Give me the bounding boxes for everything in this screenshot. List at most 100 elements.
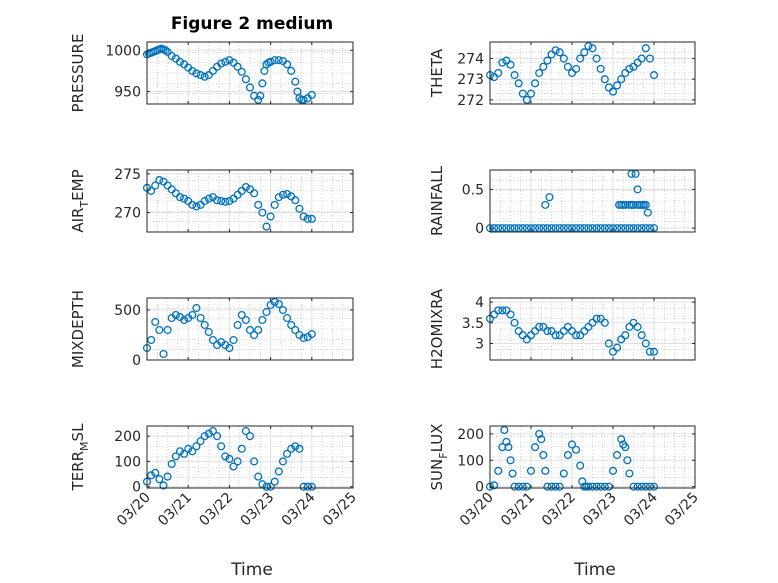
data-point xyxy=(270,297,279,307)
data-point xyxy=(545,193,554,202)
data-point xyxy=(188,66,197,75)
data-point xyxy=(641,339,650,348)
data-point xyxy=(245,325,255,335)
data-point xyxy=(278,190,288,199)
data-point xyxy=(543,482,552,491)
data-point xyxy=(551,46,560,55)
data-point xyxy=(629,200,638,209)
data-point xyxy=(604,339,613,348)
data-point xyxy=(567,68,577,78)
data-point xyxy=(508,469,517,478)
data-point xyxy=(522,335,531,344)
data-point xyxy=(299,212,308,221)
data-point xyxy=(551,331,560,340)
data-point xyxy=(237,310,246,320)
data-point xyxy=(278,457,288,466)
data-point xyxy=(563,450,572,460)
data-point xyxy=(541,466,550,475)
data-point xyxy=(250,457,259,466)
data-point xyxy=(163,325,172,335)
data-point xyxy=(623,456,632,465)
data-point xyxy=(188,447,197,456)
data-point xyxy=(588,44,597,53)
data-point xyxy=(217,196,226,206)
data-point xyxy=(147,186,156,195)
data-point xyxy=(274,299,283,309)
data-point xyxy=(494,306,503,315)
data-point xyxy=(502,56,511,65)
data-point xyxy=(237,186,246,195)
data-point xyxy=(270,56,279,65)
data-point xyxy=(299,482,308,491)
data-point xyxy=(188,200,197,209)
data-point xyxy=(645,54,654,63)
y-tick-label: 0.5 xyxy=(462,182,484,198)
data-point xyxy=(254,200,263,209)
data-point xyxy=(233,457,242,466)
x-tick-label: 03/22 xyxy=(196,490,236,530)
data-point xyxy=(229,58,238,67)
data-point xyxy=(254,472,263,481)
data-point xyxy=(241,315,250,325)
data-point xyxy=(578,477,587,486)
data-point xyxy=(649,71,659,80)
y-axis-label: SUNFLUX xyxy=(428,424,450,491)
data-point xyxy=(490,481,499,490)
data-point xyxy=(621,331,630,340)
data-point xyxy=(295,204,304,213)
data-point xyxy=(584,322,593,331)
axes-box xyxy=(489,169,696,233)
y-axis-label: AIRTEMP xyxy=(69,169,91,232)
data-point xyxy=(287,320,296,330)
data-point xyxy=(637,482,646,491)
figure-title: Figure 2 medium xyxy=(171,14,333,34)
data-point xyxy=(295,94,304,103)
data-point xyxy=(159,177,168,186)
subplot-mixdepth: 0 500 MIXDEPTH xyxy=(69,290,354,369)
y-tick-label: 0 xyxy=(475,480,484,496)
x-tick-label: 03/23 xyxy=(580,490,620,530)
data-point xyxy=(633,58,642,67)
data-point xyxy=(514,79,523,88)
data-point xyxy=(588,318,597,327)
data-point xyxy=(555,331,564,340)
data-point xyxy=(245,83,255,92)
data-point xyxy=(580,327,589,336)
data-point xyxy=(254,95,263,104)
data-point xyxy=(559,469,568,478)
x-tick-label: 03/22 xyxy=(539,490,579,530)
data-point xyxy=(270,477,279,486)
data-point xyxy=(180,449,189,458)
data-point xyxy=(608,87,618,96)
data-point xyxy=(287,66,296,75)
y-tick-label: 100 xyxy=(457,453,484,469)
y-tick-label: 950 xyxy=(114,85,141,101)
data-point xyxy=(287,444,296,453)
data-point xyxy=(171,310,180,320)
subplot-theta: 272 273 274 THETA xyxy=(428,41,696,109)
axes-box xyxy=(489,297,696,361)
data-point xyxy=(539,450,548,460)
data-point xyxy=(266,212,275,221)
data-point xyxy=(155,325,164,335)
data-point xyxy=(266,482,275,491)
data-point xyxy=(225,343,234,353)
data-point xyxy=(518,482,527,491)
data-point xyxy=(295,444,304,453)
y-tick-label: 275 xyxy=(114,167,141,183)
data-point xyxy=(307,214,316,223)
data-point xyxy=(563,62,572,71)
data-point xyxy=(621,443,630,452)
data-point xyxy=(283,60,292,69)
data-point xyxy=(291,325,300,335)
data-point xyxy=(163,472,172,481)
data-point xyxy=(625,469,634,478)
data-point xyxy=(572,445,581,454)
data-point xyxy=(510,482,519,491)
data-point xyxy=(572,64,581,73)
data-point xyxy=(539,62,548,71)
data-point xyxy=(303,482,312,491)
data-point xyxy=(225,56,234,65)
